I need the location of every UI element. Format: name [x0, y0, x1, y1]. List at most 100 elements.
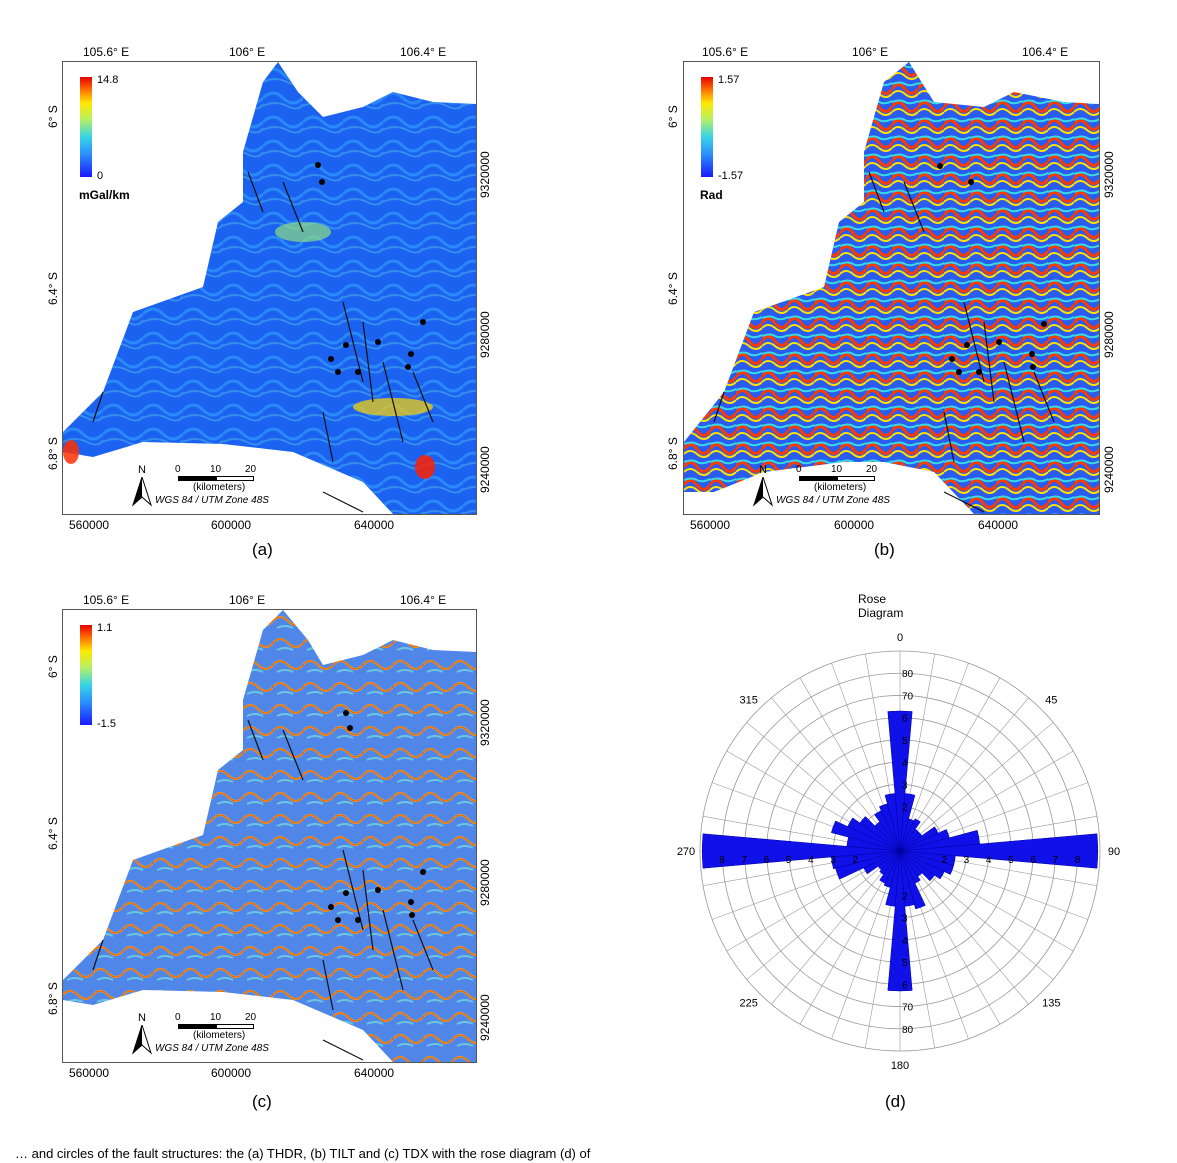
rose-direction-label: 315: [739, 695, 757, 707]
easting-tick-2: 600000: [834, 518, 875, 532]
lat-tick-1: 6° S: [666, 105, 680, 128]
rose-spoke: [771, 850, 901, 1005]
thdr-map-image: [63, 62, 476, 514]
rose-direction-label: 135: [1042, 997, 1060, 1009]
rose-radial-label: 5: [902, 736, 908, 747]
panel-d-label: (d): [885, 1092, 906, 1111]
lon-tick-1: 105.6° E: [83, 45, 130, 59]
colorbar-min: 0: [97, 170, 104, 182]
easting-tick-1: 560000: [690, 518, 731, 532]
rose-direction-label: 225: [739, 997, 757, 1009]
rose-petal: [899, 833, 1099, 869]
rose-radial-label: 8: [1075, 855, 1081, 866]
rose-spoke: [899, 850, 1029, 1005]
rose-radial-label: 7: [1053, 855, 1059, 866]
north-arrow-icon: [752, 477, 774, 507]
rose-petal: [899, 850, 945, 880]
rose-petal: [899, 850, 935, 882]
north-arrow-icon: [131, 1025, 153, 1055]
rose-diagram: 0459013518022527031522334455667070808022…: [677, 632, 1120, 1072]
rose-radial-label: 4: [902, 758, 908, 769]
rose-petal: [847, 817, 901, 852]
crs-label: WGS 84 / UTM Zone 48S: [155, 495, 269, 506]
north-arrow-icon: [131, 477, 153, 507]
rose-petal: [887, 710, 913, 852]
panel-b-label: (b): [874, 540, 895, 559]
colorbar: [80, 77, 92, 177]
rose-spoke: [899, 722, 1054, 852]
northing-tick-3: 9240000: [478, 994, 492, 1041]
rose-radial-label: 2: [941, 855, 947, 866]
rose-radial-label: 7: [741, 855, 747, 866]
lat-tick-3: 6.8° S: [666, 437, 680, 470]
rose-direction-label: 45: [1045, 695, 1057, 707]
lat-tick-1: 6° S: [46, 105, 60, 128]
lat-tick-2: 6.8° S: [46, 982, 60, 1015]
rose-petal: [701, 833, 901, 869]
northing-tick-1: 9320000: [478, 151, 492, 198]
rose-petal: [831, 820, 901, 852]
colorbar: [701, 77, 713, 177]
lat-tick-3: 6.8° S: [46, 437, 60, 470]
northing-tick-2: 9280000: [1102, 311, 1116, 358]
colorbar-min: -1.5: [97, 718, 116, 730]
lon-tick-1: 105.6° E: [702, 45, 749, 59]
rose-petal: [859, 816, 901, 852]
rose-radial-label: 5: [1008, 855, 1014, 866]
colorbar: [80, 625, 92, 725]
tilt-map-image: [684, 62, 1099, 514]
rose-petal: [884, 793, 901, 852]
north-label: N: [138, 1012, 146, 1024]
northing-tick-3: 9240000: [478, 446, 492, 493]
rose-radial-label: 80: [902, 1025, 914, 1036]
crs-label: WGS 84 / UTM Zone 48S: [776, 495, 890, 506]
rose-direction-label: 180: [891, 1060, 909, 1072]
rose-radial-label: 2: [902, 891, 908, 902]
rose-radial-label: 6: [902, 980, 908, 991]
colorbar-unit: Rad: [700, 188, 723, 202]
rose-direction-label: 0: [897, 632, 903, 644]
lon-tick-2: 106° E: [852, 45, 889, 59]
rose-direction-label: 270: [677, 846, 695, 858]
easting-tick-2: 600000: [211, 518, 252, 532]
easting-tick-2: 600000: [211, 1066, 252, 1080]
rose-radial-label: 3: [902, 914, 908, 925]
rose-radial-label: 5: [786, 855, 792, 866]
tdx-map: 1.1 -1.5 N 0 10 20 (kilometers) WGS 84 /…: [62, 609, 477, 1063]
rose-radial-label: 70: [902, 691, 914, 702]
rose-radial-label: 4: [986, 855, 992, 866]
rose-petal: [887, 850, 913, 992]
lat-tick-1: 6° S: [46, 655, 60, 678]
north-label: N: [759, 464, 767, 476]
rose-radial-label: 2: [902, 803, 908, 814]
lon-tick-3: 106.4° E: [1022, 45, 1069, 59]
easting-tick-1: 560000: [69, 518, 110, 532]
panel-a-label: (a): [252, 540, 273, 559]
northing-tick-3: 9240000: [1102, 446, 1116, 493]
rose-spoke: [746, 850, 901, 980]
northing-tick-2: 9280000: [478, 859, 492, 906]
thdr-map: 14.8 0 mGal/km N 0 10 20 (kilometers) WG…: [62, 61, 477, 515]
rose-radial-label: 4: [808, 855, 814, 866]
colorbar-max: 14.8: [97, 74, 119, 86]
lon-tick-2: 106° E: [229, 593, 266, 607]
north-label: N: [138, 464, 146, 476]
rose-radial-label: 6: [764, 855, 770, 866]
lon-tick-3: 106.4° E: [400, 593, 447, 607]
northing-tick-2: 9280000: [478, 311, 492, 358]
panel-c-label: (c): [252, 1092, 272, 1111]
rose-petal: [899, 850, 954, 875]
rose-radial-label: 80: [902, 669, 914, 680]
lat-tick-2: 6.4° S: [666, 272, 680, 305]
lon-tick-2: 106° E: [229, 45, 266, 59]
rose-petal: [879, 850, 901, 876]
rose-direction-label: 90: [1108, 846, 1120, 858]
rose-title: Rose Diagram: [858, 592, 904, 620]
tdx-map-image: [63, 610, 476, 1062]
colorbar-unit: mGal/km: [79, 188, 130, 202]
lon-tick-3: 106.4° E: [400, 45, 447, 59]
lat-tick-2: 6.4° S: [46, 272, 60, 305]
rose-radial-label: 8: [719, 855, 725, 866]
figure-caption: … and circles of the fault structures: t…: [15, 1146, 591, 1161]
rose-radial-label: 70: [902, 1003, 914, 1014]
